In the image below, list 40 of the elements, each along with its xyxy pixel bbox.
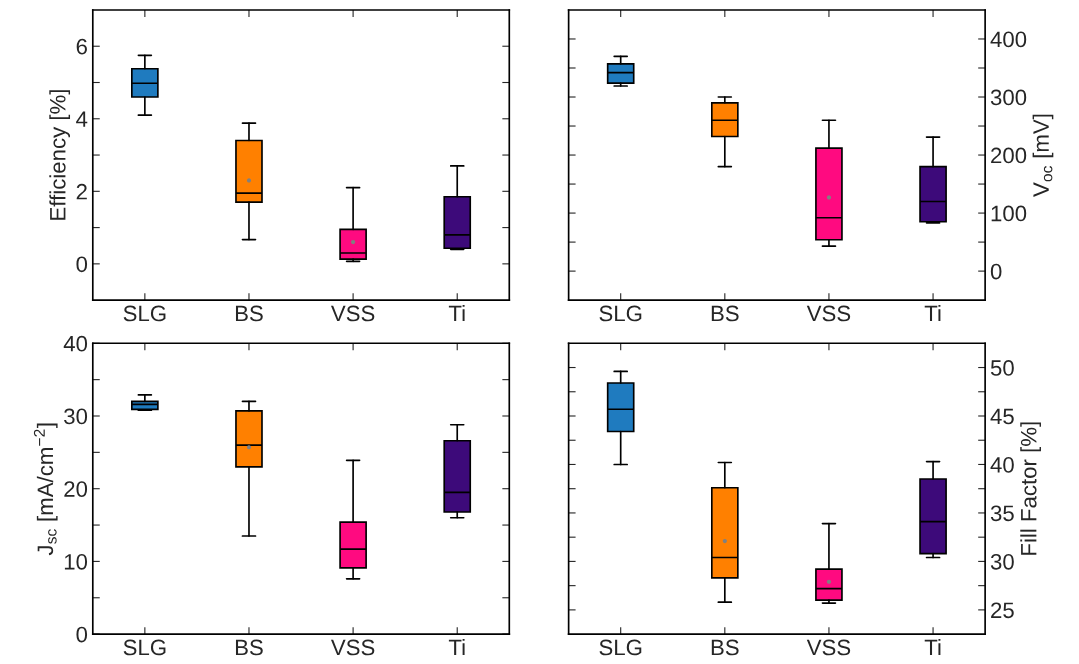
x-tick-label: BS [711, 639, 739, 656]
y2-tick-label: 25 [991, 602, 1014, 619]
x-tick-label: Ti [924, 638, 941, 656]
y-tick-label: 0 [76, 256, 88, 273]
x-tick-label: Ti [448, 638, 465, 656]
y2-tick-label: 45 [990, 408, 1014, 425]
y-tick-label: 10 [64, 553, 88, 570]
y2-tick-label: 200 [991, 147, 1027, 164]
x-tick-label: VSS [806, 639, 851, 656]
y2-tick-label: 100 [991, 205, 1027, 222]
x-tick-label: SLG [123, 305, 166, 322]
y-tick-label: 40 [63, 335, 88, 352]
y2-tick-label: 300 [990, 89, 1027, 106]
x-tick-label: VSS [806, 305, 851, 322]
x-tick-label: VSS [330, 305, 375, 322]
y-axis-title: J$_{sc}$ [mA/cm$^{−2}$] [33, 423, 58, 556]
x-tick-label: SLG [599, 305, 642, 322]
y-tick-label: 30 [64, 408, 88, 425]
y-axis-title: Efficiency [%] [49, 90, 71, 220]
y2-tick-label: 0 [990, 263, 1002, 280]
x-tick-label: BS [235, 639, 263, 656]
x-tick-label: Ti [924, 304, 941, 322]
y-tick-label: 6 [76, 38, 87, 55]
x-tick-label: Ti [448, 304, 465, 322]
y2-tick-label: 400 [990, 31, 1027, 48]
y-tick-label: 0 [76, 626, 88, 643]
x-tick-label: SLG [599, 639, 642, 656]
y-tick-label: 4 [76, 111, 88, 127]
y2-tick-label: 30 [990, 553, 1014, 570]
y2-tick-label: 35 [990, 505, 1014, 522]
y2-axis-title: Fill Factor [%] [1020, 422, 1041, 555]
y2-axis-title: V$_{oc}$ [mV] [1032, 114, 1054, 197]
x-tick-label: VSS [330, 639, 375, 656]
x-tick-label: BS [711, 305, 739, 322]
x-tick-label: SLG [123, 639, 166, 656]
y2-tick-label: 50 [990, 360, 1014, 376]
y2-tick-label: 40 [990, 457, 1014, 473]
y-tick-label: 2 [76, 183, 87, 200]
x-tick-label: BS [235, 305, 263, 322]
y-tick-label: 20 [64, 481, 88, 497]
